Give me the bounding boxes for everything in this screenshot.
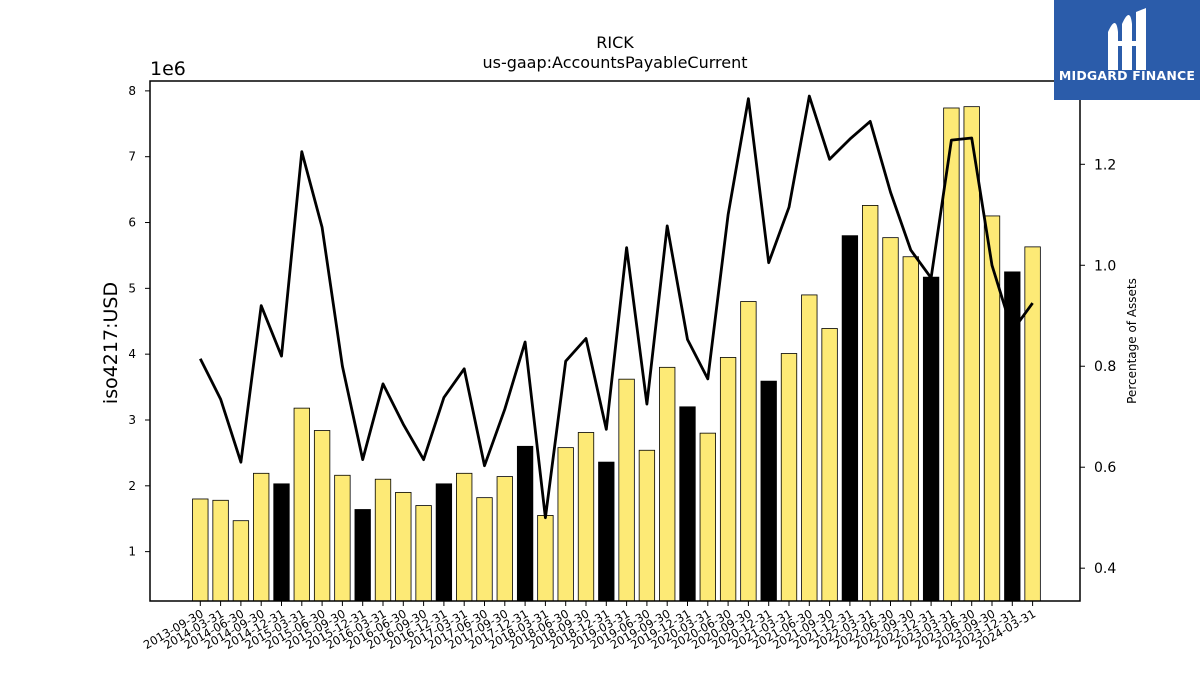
bar bbox=[334, 474, 351, 602]
y2-tick-label: 0.8 bbox=[1094, 359, 1116, 375]
bar bbox=[618, 378, 635, 602]
bar bbox=[476, 497, 493, 602]
y-axis-label: iso4217:USD bbox=[100, 282, 122, 404]
y-tick-label: 8 bbox=[128, 84, 136, 98]
logo-mark-icon bbox=[1108, 8, 1146, 70]
logo-text: MIDGARD FINANCE bbox=[1058, 68, 1196, 83]
bar bbox=[902, 256, 919, 602]
y-tick-label: 6 bbox=[128, 216, 136, 230]
bar bbox=[760, 380, 777, 602]
y-tick-label: 3 bbox=[128, 413, 136, 427]
bar bbox=[273, 483, 290, 602]
bar bbox=[841, 235, 859, 602]
y-scale-label: 1e6 bbox=[150, 58, 186, 80]
bar bbox=[801, 294, 818, 602]
y-tick-label: 4 bbox=[128, 347, 136, 361]
bar bbox=[496, 476, 513, 602]
y2-tick-label: 0.6 bbox=[1094, 460, 1116, 476]
bar bbox=[232, 520, 250, 602]
bar bbox=[659, 366, 676, 602]
y2-axis-label: Percentage of Assets bbox=[1125, 278, 1139, 404]
bar bbox=[456, 472, 473, 602]
y2-tick-label: 1.0 bbox=[1094, 258, 1116, 274]
y2-tick-label: 0.4 bbox=[1094, 561, 1116, 577]
y-tick-label: 7 bbox=[128, 150, 136, 164]
bar bbox=[922, 276, 940, 602]
bar bbox=[537, 515, 554, 602]
midgard-finance-logo: MIDGARD FINANCE bbox=[1054, 0, 1200, 100]
y-tick-label: 2 bbox=[128, 479, 136, 493]
chart-title: RICK bbox=[596, 33, 634, 52]
bar bbox=[577, 432, 595, 602]
bar bbox=[212, 499, 229, 602]
bar bbox=[293, 407, 310, 602]
bar bbox=[1024, 246, 1041, 602]
bar bbox=[638, 449, 656, 602]
bar bbox=[780, 353, 798, 602]
percentage-line bbox=[199, 94, 1034, 520]
plot-frame bbox=[149, 80, 1081, 602]
chart-subtitle: us-gaap:AccountsPayableCurrent bbox=[482, 53, 747, 72]
bar bbox=[821, 328, 838, 602]
bar bbox=[395, 491, 412, 602]
bar bbox=[862, 205, 879, 602]
bar bbox=[374, 478, 392, 602]
y-tick-label: 5 bbox=[128, 281, 136, 295]
bar bbox=[313, 430, 331, 602]
bar bbox=[679, 406, 696, 602]
bar bbox=[740, 301, 757, 602]
bar bbox=[699, 432, 716, 602]
bar bbox=[557, 447, 574, 602]
bar bbox=[516, 445, 534, 602]
bar bbox=[598, 461, 615, 602]
y-tick-label: 1 bbox=[128, 545, 136, 559]
y2-tick-label: 1.2 bbox=[1094, 157, 1116, 173]
bar bbox=[435, 483, 453, 602]
bar bbox=[192, 498, 209, 602]
bar bbox=[253, 472, 270, 602]
bar bbox=[983, 215, 1001, 602]
bar bbox=[882, 237, 899, 602]
bar bbox=[354, 509, 371, 602]
bar bbox=[719, 357, 737, 602]
bar bbox=[415, 505, 432, 602]
